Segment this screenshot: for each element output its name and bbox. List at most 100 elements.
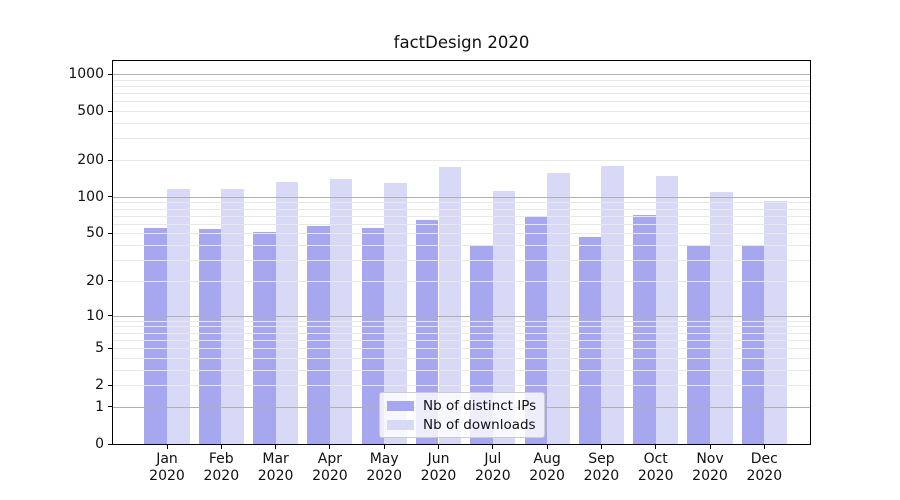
x-tickmark (275, 445, 277, 449)
bar-distinct-ips (361, 228, 385, 444)
x-tickmark (383, 445, 385, 449)
x-tick-label: Mar 2020 (257, 451, 294, 484)
bar-downloads (710, 191, 733, 444)
x-tickmark (655, 445, 657, 449)
minor-gridline (113, 215, 810, 217)
x-tickmark (763, 445, 765, 449)
chart-title: factDesign 2020 (393, 33, 530, 52)
y-tick-label: 1 (95, 398, 104, 415)
minor-gridline (113, 326, 810, 328)
bar-downloads (167, 189, 190, 444)
x-tickmark (166, 445, 168, 449)
x-tick-label: Feb 2020 (203, 451, 240, 484)
y-tick-label: 20 (86, 272, 104, 289)
x-tick-label: Jan 2020 (149, 451, 185, 484)
minor-gridline (113, 111, 810, 113)
major-gridline (113, 74, 810, 76)
y-tick-label: 100 (77, 188, 104, 205)
legend-label-distinct-ips: Nb of distinct IPs (423, 397, 537, 414)
x-tick-label: Apr 2020 (312, 451, 348, 484)
bar-downloads (492, 191, 516, 444)
major-gridline (113, 196, 810, 198)
x-tick-label: Nov 2020 (692, 451, 728, 484)
bar-distinct-ips (524, 215, 548, 444)
legend-swatch-distinct-ips-icon (387, 400, 414, 411)
y-tickmark (108, 73, 112, 75)
x-tick-label: Dec 2020 (746, 451, 783, 484)
bar-downloads (329, 178, 353, 444)
y-tick-label: 50 (86, 225, 104, 242)
y-tickmark (108, 280, 112, 282)
minor-gridline (113, 348, 810, 350)
minor-gridline (113, 280, 810, 282)
x-tickmark (329, 445, 331, 449)
y-tickmark (108, 406, 112, 408)
y-tick-label: 2 (95, 377, 104, 394)
y-tick-label: 10 (86, 307, 104, 324)
x-tickmark (492, 445, 494, 449)
minor-gridline (113, 369, 810, 371)
y-tick-label: 200 (77, 152, 104, 169)
plot-area (113, 61, 810, 444)
y-tick-label: 0 (95, 436, 104, 452)
x-tickmark (438, 445, 439, 449)
major-gridline (113, 315, 810, 317)
bar-downloads (601, 166, 624, 444)
minor-gridline (113, 357, 810, 359)
bar-distinct-ips (633, 214, 656, 444)
x-tick-label: Oct 2020 (637, 451, 674, 484)
bar-downloads (438, 166, 462, 444)
minor-gridline (113, 123, 810, 125)
bar-distinct-ips (198, 229, 222, 444)
minor-gridline (113, 223, 810, 225)
minor-gridline (113, 202, 810, 204)
legend-swatch-downloads-icon (387, 419, 414, 430)
y-tickmark (108, 196, 112, 198)
bar-downloads (547, 172, 570, 444)
x-tick-label: Aug 2020 (529, 451, 565, 484)
legend: Nb of distinct IPs Nb of downloads (379, 392, 545, 438)
x-tick-label: Jul 2020 (474, 451, 511, 484)
minor-gridline (113, 339, 810, 341)
bar-downloads (221, 189, 244, 444)
minor-gridline (113, 93, 810, 95)
minor-gridline (113, 79, 810, 81)
legend-label-downloads: Nb of downloads (423, 416, 536, 433)
y-tickmark (108, 347, 112, 349)
minor-gridline (113, 138, 810, 140)
minor-gridline (113, 385, 810, 387)
minor-gridline (113, 208, 810, 210)
bar-downloads (655, 175, 679, 444)
y-tickmark (108, 384, 112, 386)
bar-distinct-ips (253, 232, 276, 444)
y-tick-label: 1000 (68, 66, 104, 83)
bar-downloads (384, 183, 407, 444)
x-tick-label: Sep 2020 (583, 451, 620, 484)
x-tickmark (220, 445, 222, 449)
x-tick-label: May 2020 (366, 451, 402, 484)
x-tickmark (600, 445, 602, 449)
y-tickmark (108, 315, 112, 317)
legend-item-downloads: Nb of downloads (387, 415, 537, 434)
x-tick-label: Jun 2020 (420, 451, 457, 484)
minor-gridline (113, 260, 810, 262)
y-tick-label: 5 (95, 340, 104, 357)
bar-distinct-ips (415, 219, 439, 444)
legend-item-distinct-ips: Nb of distinct IPs (387, 396, 537, 415)
minor-gridline (113, 101, 810, 103)
minor-gridline (113, 332, 810, 334)
y-tickmark (108, 159, 112, 161)
minor-gridline (113, 245, 810, 247)
x-tickmark (546, 445, 548, 449)
bar-distinct-ips (687, 246, 710, 444)
bar-downloads (764, 201, 787, 444)
minor-gridline (113, 85, 810, 87)
bar-distinct-ips (307, 225, 330, 444)
y-tickmark (108, 443, 112, 445)
y-tickmark (108, 110, 112, 112)
bar-distinct-ips (741, 245, 765, 444)
y-tickmark (108, 232, 112, 234)
minor-gridline (113, 320, 810, 322)
y-tick-label: 500 (77, 103, 104, 120)
